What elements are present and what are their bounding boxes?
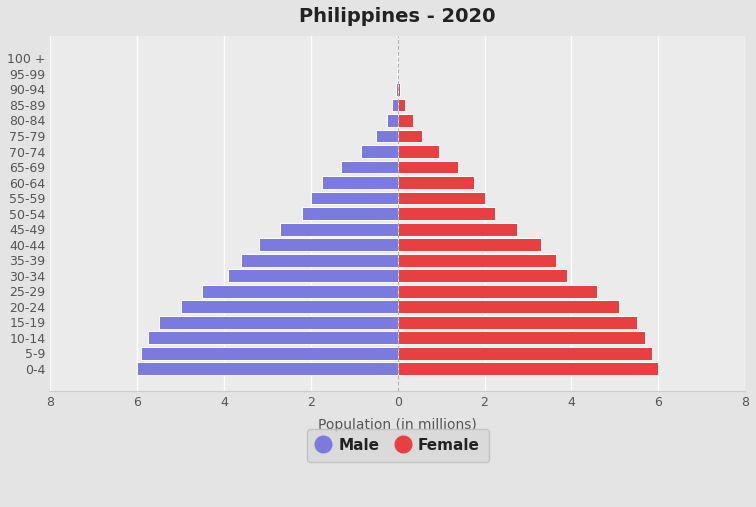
Bar [322,176,398,189]
Bar [398,332,645,344]
Bar [203,285,398,298]
Bar [398,130,422,142]
Bar [280,223,398,235]
Bar [159,316,398,329]
Bar [398,363,658,375]
Bar [398,114,413,127]
Bar [398,161,458,173]
Bar [137,363,398,375]
Bar [398,98,405,112]
X-axis label: Population (in millions): Population (in millions) [318,418,477,431]
Bar [396,83,398,96]
Bar [148,332,398,344]
Bar [398,83,400,96]
Bar [398,347,652,359]
Title: Philippines - 2020: Philippines - 2020 [299,7,496,26]
Bar [398,269,567,282]
Bar [398,316,637,329]
Bar [228,269,398,282]
Bar [398,145,439,158]
Bar [398,300,619,313]
Bar [302,207,398,220]
Bar [398,207,495,220]
Bar [398,238,541,251]
Bar [376,130,398,142]
Bar [398,285,597,298]
Bar [361,145,398,158]
Bar [259,238,398,251]
Legend: Male, Female: Male, Female [306,428,489,462]
Bar [141,347,398,359]
Bar [387,114,398,127]
Bar [398,192,485,204]
Bar [398,254,556,267]
Bar [341,161,398,173]
Bar [241,254,398,267]
Bar [311,192,398,204]
Bar [181,300,398,313]
Bar [398,223,517,235]
Bar [398,176,474,189]
Bar [392,98,398,112]
